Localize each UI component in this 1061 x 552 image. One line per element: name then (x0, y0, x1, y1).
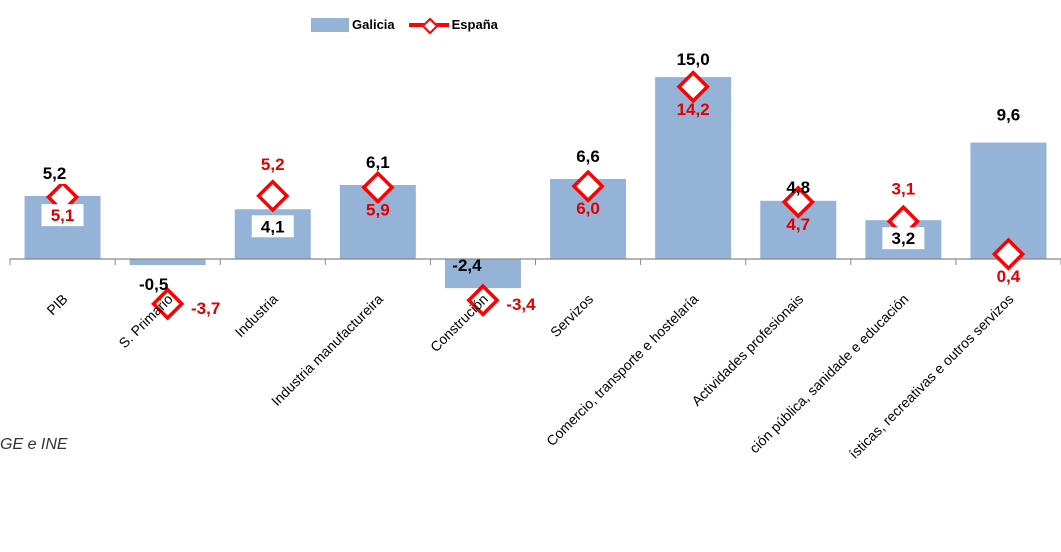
marker-label-espana: 6,0 (576, 199, 600, 218)
marker-label-espana: -3,7 (191, 299, 220, 318)
legend-label-galicia: Galicia (352, 17, 395, 32)
bar-label-galicia: 6,6 (576, 147, 600, 166)
source-note: GE e INE (0, 436, 68, 453)
marker-espana (676, 70, 710, 104)
bar-galicia (129, 259, 206, 266)
marker-espana (991, 237, 1026, 271)
x-tick-label: Industria manufactureira (268, 291, 386, 409)
marker-label-espana: 14,2 (677, 100, 710, 119)
marker-label-espana: -3,4 (506, 295, 536, 314)
legend-label-espana: España (451, 17, 498, 32)
marker-label-espana: 5,1 (51, 206, 75, 225)
legend-item-galicia: Galicia (311, 17, 395, 32)
bar-label-galicia: -2,4 (452, 256, 482, 275)
legend-item-espana: España (408, 17, 498, 34)
marker-label-espana: 5,2 (261, 155, 285, 174)
bar-label-bg (33, 161, 76, 184)
bar-label-galicia: 9,6 (997, 106, 1021, 125)
bar-label-galicia: 5,2 (43, 164, 67, 183)
bar-galicia (444, 259, 521, 289)
marker-label-espana: 5,9 (366, 200, 390, 219)
legend-swatch-galicia (311, 17, 349, 32)
bar-label-galicia: 6,1 (366, 153, 390, 172)
bar-label-bg (251, 215, 294, 238)
bar-label-bg (882, 227, 925, 250)
marker-espana (151, 287, 185, 321)
x-tick-label: ísticas, recreativas e outros servizos (846, 291, 1017, 462)
bar-galicia (655, 77, 732, 259)
marker-label-bg (41, 204, 84, 227)
bar-label-galicia: 4,1 (261, 217, 285, 236)
x-tick-label: Construción (427, 291, 491, 355)
x-tick-label: S. Primario (116, 291, 176, 351)
marker-label-espana: 0,4 (997, 267, 1021, 286)
marker-espana (256, 179, 290, 213)
x-tick-label: PIB (43, 291, 70, 318)
bar-label-galicia: 4,8 (786, 178, 810, 197)
marker-espana (466, 283, 500, 317)
marker-espana (781, 185, 815, 219)
x-tick-label: Actividades profesionais (688, 291, 806, 409)
bar-label-galicia: 3,2 (892, 229, 916, 248)
bar-label-galicia: 15,0 (677, 50, 710, 69)
bar-label-galicia: -0,5 (139, 275, 168, 294)
marker-label-espana: 3,1 (892, 179, 916, 198)
legend-swatch-espana (408, 17, 449, 34)
legend: Galicia España (311, 17, 512, 34)
x-tick-label: Industria (232, 291, 281, 340)
x-tick-label: Servizos (547, 291, 596, 340)
marker-label-espana: 4,7 (786, 215, 810, 234)
marker-espana (361, 170, 395, 205)
marker-espana (571, 169, 605, 203)
